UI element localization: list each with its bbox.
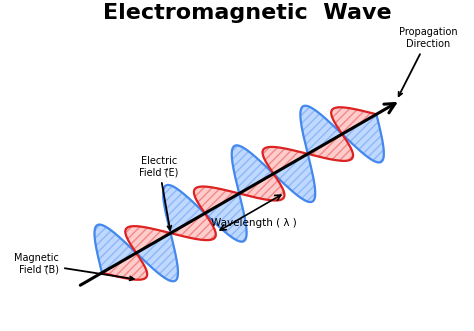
Polygon shape	[194, 186, 240, 213]
Polygon shape	[205, 193, 246, 242]
Polygon shape	[137, 233, 178, 281]
Text: Magnetic
Field (⃗B): Magnetic Field (⃗B)	[14, 253, 134, 280]
Text: Propagation
Direction: Propagation Direction	[399, 27, 457, 96]
Polygon shape	[274, 153, 315, 202]
Text: Wavelength ( λ ): Wavelength ( λ )	[211, 218, 297, 228]
Polygon shape	[239, 173, 284, 201]
Polygon shape	[343, 114, 384, 163]
Polygon shape	[102, 253, 147, 280]
Polygon shape	[125, 226, 171, 253]
Polygon shape	[94, 225, 137, 273]
Polygon shape	[232, 145, 274, 193]
Polygon shape	[171, 213, 216, 240]
Title: Electromagnetic  Wave: Electromagnetic Wave	[103, 3, 392, 23]
Polygon shape	[263, 147, 309, 173]
Polygon shape	[308, 133, 353, 161]
Polygon shape	[331, 107, 376, 134]
Polygon shape	[163, 185, 205, 233]
Polygon shape	[301, 106, 343, 154]
Text: Electric
Field (⃗E): Electric Field (⃗E)	[139, 156, 179, 230]
